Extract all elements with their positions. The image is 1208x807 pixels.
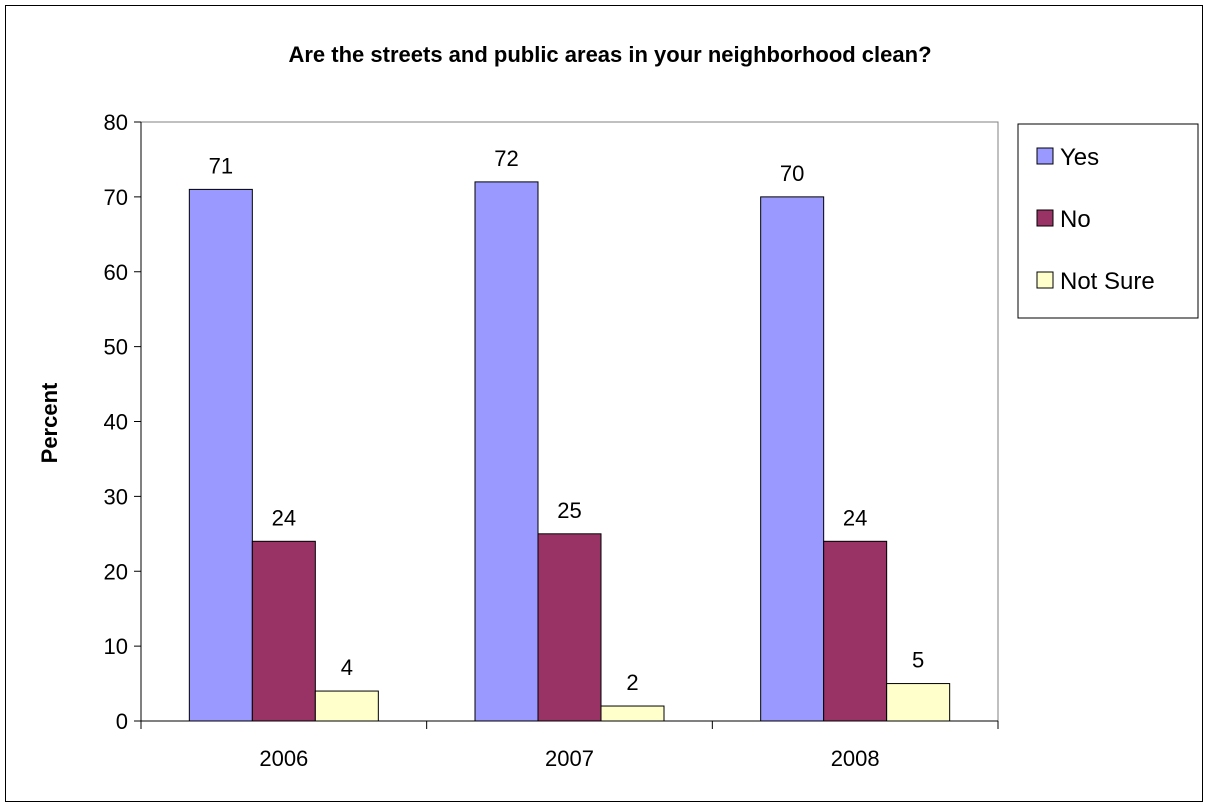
x-tick-label: 2008: [831, 746, 880, 771]
y-tick-label: 20: [104, 559, 128, 584]
data-label: 72: [494, 146, 518, 171]
data-label: 25: [557, 498, 581, 523]
bar-yes: [474, 181, 539, 722]
chart-title: Are the streets and public areas in your…: [288, 42, 931, 67]
y-axis-label: Percent: [37, 382, 62, 463]
data-label: 2: [626, 670, 638, 695]
y-tick-label: 10: [104, 634, 128, 659]
data-label: 24: [843, 505, 867, 530]
legend-swatch: [1036, 147, 1054, 165]
data-label: 70: [780, 161, 804, 186]
bar-yes: [188, 188, 253, 722]
bar-no: [823, 540, 888, 722]
legend-label: Yes: [1060, 144, 1099, 171]
bar-no: [251, 540, 316, 722]
legend: Yes No Not Sure: [1017, 123, 1199, 319]
legend-label: Not Sure: [1060, 268, 1155, 295]
y-tick-label: 30: [104, 484, 128, 509]
y-tick-label: 70: [104, 185, 128, 210]
y-tick-label: 50: [104, 335, 128, 360]
legend-swatch: [1036, 271, 1054, 289]
x-tick-label: 2007: [545, 746, 594, 771]
plot-area: 0 10 20 30 40 50 60 70 80 71 24 4 2006 72 25 2 2007 70 24 5…: [104, 110, 999, 771]
bar-not-sure: [600, 705, 665, 722]
data-label: 5: [912, 648, 924, 673]
legend-swatch: [1036, 209, 1054, 227]
y-tick-label: 60: [104, 260, 128, 285]
y-tick-label: 80: [104, 110, 128, 135]
bar-not-sure: [314, 690, 379, 722]
bar-yes: [760, 196, 825, 722]
x-tick-label: 2006: [259, 746, 308, 771]
y-tick-label: 0: [116, 709, 128, 734]
data-label: 71: [209, 153, 233, 178]
bar-not-sure: [886, 683, 951, 722]
bar-no: [537, 533, 602, 722]
legend-label: No: [1060, 206, 1091, 233]
data-label: 4: [341, 655, 353, 680]
y-tick-label: 40: [104, 410, 128, 435]
data-label: 24: [272, 505, 296, 530]
